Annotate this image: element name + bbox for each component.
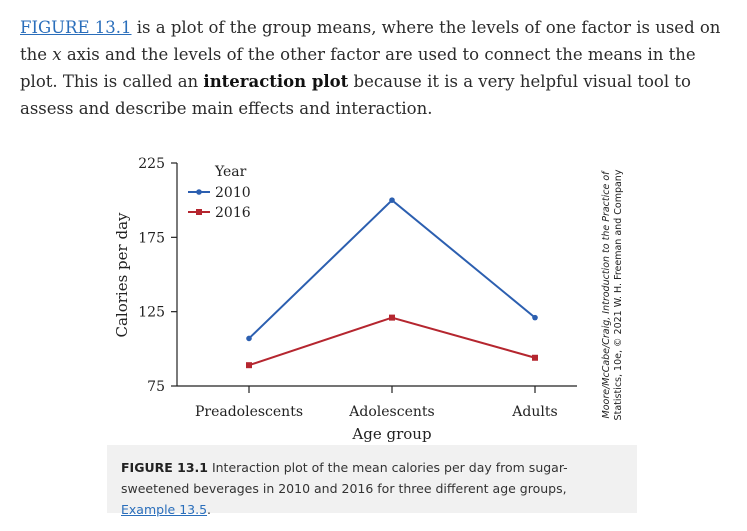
figure-ref-link[interactable]: FIGURE 13.1 — [20, 18, 132, 37]
legend-marker-2016 — [196, 209, 202, 215]
y-axis-label: Calories per day — [113, 212, 131, 338]
example-link[interactable]: Example 13.5 — [121, 502, 208, 517]
data-point-2010 — [389, 197, 395, 203]
figure-caption: FIGURE 13.1 Interaction plot of the mean… — [121, 457, 623, 520]
x-tick-label: Preadolescents — [195, 404, 303, 420]
paragraph-text-1: is a plot of the group means, where the … — [20, 18, 721, 64]
data-point-2016 — [246, 362, 252, 369]
interaction-plot: 75 125 175 225 Preadolescents Adolescents Adu… — [113, 156, 624, 443]
body-paragraph: FIGURE 13.1 is a plot of the group means… — [20, 14, 732, 122]
plot-area: 75 125 175 225 Preadolescents Adolescents Adu… — [107, 145, 637, 445]
paragraph-text-3: because it is a very helpful visual tool… — [20, 72, 691, 118]
key-term: interaction plot — [203, 72, 349, 91]
caption-label: FIGURE 13.1 — [121, 460, 208, 475]
x-axis-label: Age group — [351, 425, 431, 443]
legend-label-2016: 2016 — [215, 205, 251, 221]
legend-title: Year — [214, 164, 247, 180]
y-tick-label: 175 — [138, 230, 165, 246]
x-tick-label: Adults — [511, 404, 557, 420]
credit-line: Moore/McCabe/Craig, Introduction to the … — [601, 169, 624, 420]
series-line-2016 — [248, 316, 536, 367]
legend-label-2010: 2010 — [215, 185, 251, 201]
y-tick-label: 225 — [138, 156, 165, 172]
paragraph-text-2: axis and the levels of the other factor … — [20, 45, 696, 91]
x-variable: x — [52, 45, 62, 64]
data-point-2016 — [532, 354, 538, 361]
data-point-2010 — [532, 314, 538, 321]
y-tick-label: 125 — [138, 305, 165, 321]
credit-line-1: Moore/McCabe/Craig, Introduction to the … — [601, 170, 612, 419]
legend-marker-2010 — [196, 189, 202, 195]
figure-container: 75 125 175 225 Preadolescents Adolescents Adu… — [107, 145, 637, 517]
credit-line-2: Statistics, 10e, © 2021 W. H. Freeman an… — [613, 169, 624, 420]
caption-text: Interaction plot of the mean calories pe… — [121, 460, 568, 496]
data-point-2010 — [246, 335, 252, 342]
y-tick-label: 75 — [147, 379, 165, 395]
data-point-2016 — [389, 314, 395, 321]
x-tick-label: Adolescents — [348, 404, 434, 420]
caption-end: . — [207, 502, 212, 517]
